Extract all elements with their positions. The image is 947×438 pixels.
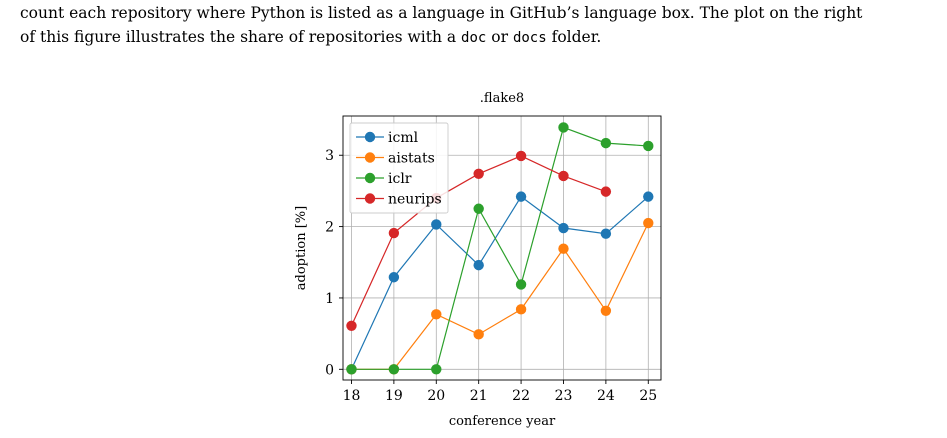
data-point-aistats	[643, 217, 654, 229]
x-tick-label: 21	[470, 388, 488, 404]
data-point-icml	[388, 272, 400, 283]
data-point-iclr	[473, 203, 484, 214]
data-point-aistats	[515, 304, 527, 315]
data-point-iclr	[346, 364, 357, 375]
y-axis-label: adoption [%]	[294, 206, 309, 290]
legend-label-aistats: aistats	[388, 151, 435, 167]
legend-box	[349, 122, 449, 214]
x-axis-label: conference year	[449, 414, 556, 429]
data-point-icml	[558, 222, 569, 234]
data-point-iclr	[388, 364, 400, 375]
x-tick-label: 23	[555, 388, 573, 404]
data-point-icml	[515, 191, 527, 202]
paragraph-line-2: of this figure illustrates the share of …	[20, 25, 935, 50]
x-tick-label: 24	[597, 388, 615, 404]
legend-marker-neurips	[364, 193, 376, 204]
chart-title: .flake8	[480, 91, 524, 106]
data-point-icml	[643, 191, 654, 202]
x-tick-label: 22	[512, 388, 530, 404]
data-point-aistats	[431, 309, 442, 320]
x-tick-label: 18	[343, 388, 361, 404]
data-point-icml	[473, 259, 484, 271]
data-point-iclr	[515, 279, 527, 290]
legend-label-iclr: iclr	[388, 171, 412, 187]
series-line-icml	[350, 195, 649, 370]
data-point-iclr	[643, 140, 654, 152]
paragraph-text: or	[486, 28, 513, 46]
legend-marker-aistats	[364, 152, 376, 163]
data-point-iclr	[600, 137, 612, 149]
data-point-neurips	[558, 170, 569, 182]
legend-label-neurips: neurips	[388, 192, 442, 208]
paragraph-text: of this figure illustrates the share of …	[20, 28, 462, 46]
paragraph-line-1: count each repository where Python is li…	[20, 4, 863, 22]
docs-folder-code: docs	[512, 30, 547, 46]
data-point-neurips	[600, 186, 612, 197]
data-point-icml	[431, 219, 442, 230]
y-tick-label: 2	[325, 220, 334, 236]
series-line-aistats	[351, 222, 649, 370]
data-point-aistats	[558, 243, 569, 254]
paragraph-text: folder.	[546, 28, 602, 46]
data-point-neurips	[473, 168, 484, 179]
data-point-icml	[600, 228, 612, 239]
data-point-neurips	[515, 150, 527, 162]
y-tick-label: 1	[325, 291, 334, 307]
series-line-iclr	[351, 126, 649, 370]
body-paragraph: count each repository where Python is li…	[20, 1, 935, 50]
data-point-iclr	[431, 364, 442, 375]
x-tick-label: 19	[385, 388, 403, 404]
plot-frame	[342, 115, 662, 381]
x-tick-label: 25	[639, 388, 657, 404]
legend-label-icml: icml	[388, 130, 419, 146]
legend-marker-icml	[364, 131, 376, 143]
data-point-aistats	[473, 329, 484, 340]
legend-marker-iclr	[364, 172, 376, 184]
data-point-aistats	[600, 305, 612, 316]
data-point-neurips	[388, 227, 400, 239]
y-tick-label: 0	[325, 362, 334, 378]
y-tick-label: 3	[325, 148, 334, 164]
data-point-neurips	[346, 320, 357, 331]
data-point-iclr	[558, 122, 569, 133]
doc-folder-code: doc	[461, 30, 487, 46]
x-tick-label: 20	[427, 388, 445, 404]
